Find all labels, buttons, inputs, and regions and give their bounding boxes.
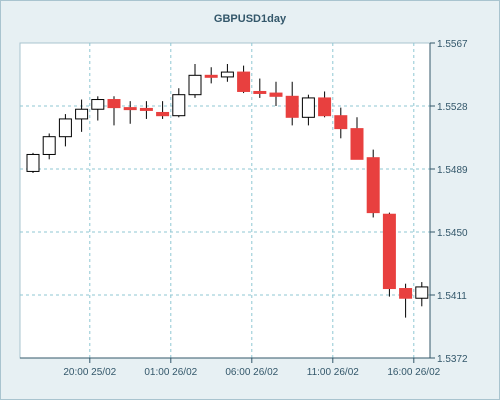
candle (26, 152, 40, 174)
candle (139, 101, 153, 119)
candle (301, 94, 315, 126)
candle (334, 107, 348, 139)
candle-body-bullish (301, 97, 315, 118)
y-tick-label: 1.5489 (437, 165, 468, 176)
y-tick-label: 1.5528 (437, 102, 468, 113)
candle-body-bearish (382, 213, 396, 290)
candle-body-bullish (188, 74, 202, 96)
grid-lines (20, 43, 430, 358)
y-tick-label: 1.5567 (437, 39, 468, 50)
candle-body-bullish (415, 286, 429, 299)
candle-body-bearish (237, 71, 251, 92)
candle-body-bearish (334, 115, 348, 130)
candle (237, 65, 251, 94)
candle (366, 149, 380, 218)
candle-body-bearish (350, 128, 364, 160)
candle (415, 282, 429, 307)
axis-ticks: 1.5567 1.5528 1.5489 1.5450 1.5411 1.5372 20:0… (63, 39, 468, 378)
candle-body-bearish (156, 111, 170, 117)
candle (188, 64, 202, 98)
x-tick-label: 01:00 26/02 (144, 367, 197, 378)
candle (156, 101, 170, 119)
x-tick-label: 16:00 26/02 (387, 367, 440, 378)
candle-body-bearish (285, 95, 299, 118)
candle-body-bullish (42, 136, 56, 155)
candle (75, 99, 89, 132)
x-tick-label: 20:00 25/02 (63, 367, 116, 378)
candle (123, 101, 137, 124)
candle-body-bearish (318, 97, 332, 117)
candle (42, 133, 56, 160)
candle (382, 212, 396, 297)
candle-body-bullish (220, 71, 234, 78)
candle-body-bearish (123, 107, 137, 111)
candle-body-bullish (172, 94, 186, 117)
candle-body-bearish (107, 99, 121, 109)
x-tick-label: 06:00 26/02 (225, 367, 278, 378)
candle-body-bullish (75, 108, 89, 120)
candle (350, 117, 364, 160)
candle (107, 96, 121, 126)
y-tick-label: 1.5411 (437, 291, 467, 302)
candle (318, 91, 332, 118)
candle (204, 67, 218, 84)
candle (58, 114, 72, 147)
y-tick-label: 1.5372 (437, 354, 468, 365)
candle (285, 81, 299, 126)
candle-body-bearish (253, 90, 267, 94)
candle-body-bearish (399, 288, 413, 299)
candles (26, 64, 429, 318)
candle (172, 88, 186, 118)
candle-body-bearish (204, 74, 218, 78)
candle-body-bullish (58, 118, 72, 138)
candle (399, 283, 413, 318)
candle (253, 78, 267, 98)
candle (220, 64, 234, 82)
candle-body-bearish (269, 92, 283, 97)
candle-body-bullish (26, 153, 40, 172)
candle-body-bearish (139, 107, 153, 111)
x-tick-label: 11:00 26/02 (307, 367, 360, 378)
candle (269, 81, 283, 106)
y-tick-label: 1.5450 (437, 228, 468, 239)
candle-body-bullish (91, 99, 105, 110)
plot-area (19, 42, 431, 359)
chart-title: GBPUSD1day (213, 13, 287, 25)
candle-body-bearish (366, 157, 380, 214)
candle (91, 96, 105, 121)
